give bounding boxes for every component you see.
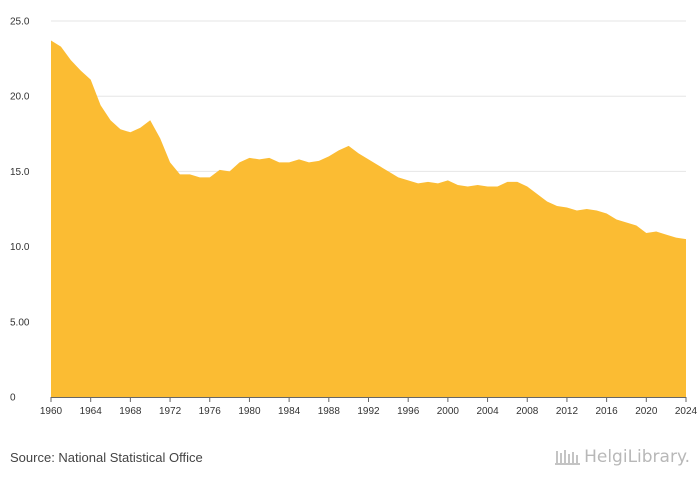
x-tick-label: 2008 [516,406,539,417]
x-tick-label: 2016 [596,406,619,417]
y-tick-label: 20.0 [10,92,30,103]
source-note: Source: National Statistical Office [10,450,203,465]
x-tick-label: 2024 [675,406,698,417]
x-axis-tick-labels: 1960 1964 1968 1972 1976 1980 1984 1988 1992 1996… [40,406,698,417]
x-tick-label: 1968 [119,406,142,417]
library-columns-icon [555,450,581,465]
x-tick-label: 1984 [278,406,301,417]
logo-text: HelgiLibrary. [584,447,690,467]
x-tick-label: 1992 [357,406,380,417]
x-tick-label: 1960 [40,406,63,417]
x-tick-label: 1988 [318,406,341,417]
x-tick-label: 1976 [199,406,222,417]
series-area [51,40,686,398]
y-tick-label: 10.0 [10,242,30,253]
y-tick-label: 5.00 [10,317,30,328]
x-tick-label: 1996 [397,406,420,417]
y-tick-label: 15.0 [10,167,30,178]
x-tick-label: 1964 [80,406,103,417]
y-tick-label: 0 [10,393,16,404]
x-tick-label: 2020 [635,406,658,417]
x-axis [50,397,687,402]
x-tick-label: 1972 [159,406,182,417]
x-tick-label: 2012 [556,406,579,417]
area-series [51,40,686,398]
x-tick-label: 2004 [476,406,499,417]
y-tick-label: 25.0 [10,17,30,28]
y-axis-tick-labels: 0 5.00 10.0 15.0 20.0 25.0 [10,17,30,404]
x-tick-label: 1980 [238,406,261,417]
helgi-library-logo: HelgiLibrary. [555,447,690,467]
x-tick-label: 2000 [437,406,460,417]
